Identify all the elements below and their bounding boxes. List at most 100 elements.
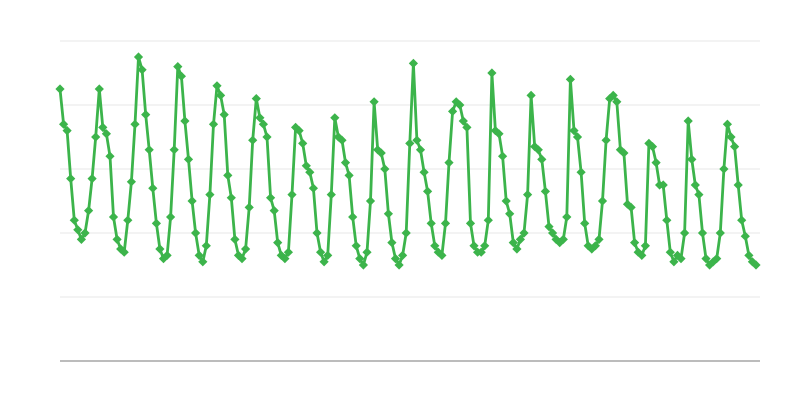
data-point-marker <box>544 222 554 232</box>
data-point-marker <box>119 247 129 257</box>
data-point-marker <box>191 228 201 238</box>
data-point-marker <box>230 234 240 244</box>
data-point-marker <box>123 215 133 225</box>
data-point-marker <box>148 183 158 193</box>
data-point-marker <box>351 241 361 251</box>
data-point-marker <box>633 247 643 257</box>
data-point-marker <box>719 164 729 174</box>
data-point-marker <box>201 241 211 251</box>
data-point-marker <box>662 215 672 225</box>
data-point-marker <box>305 167 315 177</box>
data-point-marker <box>316 247 326 257</box>
data-point-marker <box>59 119 69 129</box>
data-point-marker <box>137 65 147 75</box>
data-point-marker <box>712 254 722 264</box>
data-point-marker <box>333 132 343 142</box>
data-point-marker <box>87 174 97 184</box>
data-point-marker <box>694 190 704 200</box>
data-point-marker <box>301 161 311 171</box>
data-point-marker <box>194 250 204 260</box>
data-point-marker <box>626 202 636 212</box>
data-point-marker <box>690 180 700 190</box>
data-point-marker <box>287 190 297 200</box>
data-point-marker <box>480 241 490 251</box>
data-point-marker <box>537 154 547 164</box>
data-point-marker <box>73 225 83 235</box>
data-point-marker <box>108 212 119 222</box>
data-point-marker <box>590 241 600 251</box>
data-point-marker <box>394 260 404 270</box>
data-point-marker <box>133 52 144 62</box>
data-point-marker <box>183 154 194 164</box>
data-point-marker <box>587 244 597 254</box>
data-point-marker <box>198 257 208 267</box>
data-point-marker <box>380 164 390 174</box>
data-point-marker <box>458 116 468 126</box>
data-point-marker <box>733 180 743 190</box>
data-point-marker <box>683 116 693 126</box>
data-point-marker <box>512 244 522 254</box>
data-point-marker <box>419 167 429 177</box>
data-point-marker <box>365 196 376 206</box>
data-point-marker <box>490 126 500 136</box>
data-point-marker <box>273 238 283 248</box>
data-point-marker <box>415 145 426 155</box>
data-point-marker <box>672 250 683 260</box>
data-point-marker <box>91 132 101 142</box>
data-point-marker <box>465 218 476 228</box>
data-point-marker <box>548 228 558 238</box>
data-point-marker <box>255 113 265 123</box>
data-point-marker <box>398 250 408 260</box>
data-point-marker <box>444 158 454 168</box>
data-point-marker <box>701 254 711 264</box>
data-point-marker <box>130 119 140 129</box>
data-point-marker <box>291 122 301 132</box>
data-point-marker <box>455 100 465 110</box>
data-point-marker <box>244 202 254 212</box>
data-point-marker <box>440 218 451 228</box>
data-point-marker <box>401 228 411 238</box>
data-point-marker <box>62 126 72 136</box>
data-point-marker <box>308 183 318 193</box>
data-point-marker <box>248 135 258 145</box>
data-point-marker <box>348 212 358 222</box>
data-point-marker <box>180 116 190 126</box>
data-point-marker <box>483 215 493 225</box>
data-point-marker <box>212 81 222 91</box>
data-point-marker <box>601 135 611 145</box>
data-point-marker <box>619 148 629 158</box>
data-point-marker <box>740 231 750 241</box>
data-point-marker <box>337 135 347 145</box>
data-point-marker <box>208 119 219 129</box>
data-point-marker <box>219 110 229 120</box>
data-point-marker <box>540 186 550 196</box>
data-point-marker <box>84 206 94 216</box>
data-point-marker <box>223 170 233 180</box>
data-point-marker <box>390 254 401 264</box>
data-point-marker <box>69 215 79 225</box>
data-point-marker <box>141 110 151 120</box>
data-point-marker <box>612 97 622 107</box>
data-point-marker <box>651 158 661 168</box>
data-point-marker <box>216 90 226 100</box>
data-point-marker <box>323 250 333 260</box>
data-point-marker <box>169 145 179 155</box>
data-point-marker <box>462 122 472 132</box>
data-point-marker <box>687 154 697 164</box>
data-point-marker <box>476 247 486 257</box>
data-point-marker <box>448 106 458 116</box>
data-point-marker <box>362 247 372 257</box>
data-point-marker <box>594 234 604 244</box>
data-point-marker <box>597 196 608 206</box>
data-point-marker <box>533 145 543 155</box>
data-point-marker <box>162 250 172 260</box>
data-point-marker <box>151 218 161 228</box>
data-point-marker <box>558 234 568 244</box>
data-point-marker <box>283 247 293 257</box>
data-point-marker <box>737 215 747 225</box>
data-point-marker <box>676 254 686 264</box>
data-point-marker <box>487 68 497 78</box>
data-point-marker <box>501 196 511 206</box>
data-point-marker <box>312 228 322 238</box>
